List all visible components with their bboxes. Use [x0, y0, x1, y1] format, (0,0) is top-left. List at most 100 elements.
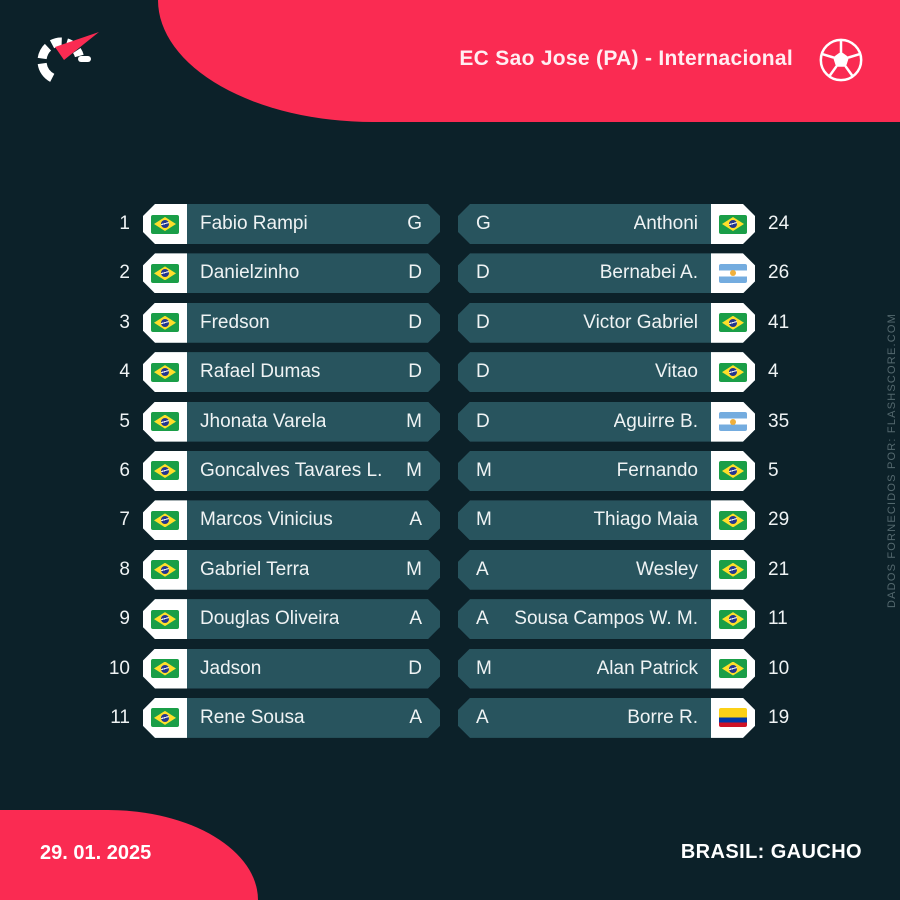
- flashscore-logo[interactable]: [35, 27, 101, 91]
- flag-tag: [143, 402, 187, 442]
- colombia-flag-icon: [719, 708, 747, 727]
- player-name: Anthoni: [633, 213, 698, 234]
- flag-tag: [143, 500, 187, 540]
- player-name: Wesley: [636, 558, 698, 580]
- shirt-number: 21: [768, 558, 790, 580]
- player-row[interactable]: D Bernabei A.: [458, 253, 755, 293]
- brazil-flag-icon: [151, 313, 179, 332]
- flag-tag: [711, 402, 755, 442]
- player-name: Vitao: [655, 361, 698, 383]
- home-lineup-line: 8 Gabriel Terra M: [94, 550, 440, 590]
- shirt-number: 8: [119, 558, 130, 580]
- player-row[interactable]: A Borre R.: [458, 698, 755, 738]
- player-name: Bernabei A.: [599, 262, 698, 284]
- player-row[interactable]: Jhonata Varela M: [143, 402, 440, 442]
- brazil-flag-icon: [151, 264, 179, 283]
- shirt-number: 10: [108, 657, 130, 679]
- player-row[interactable]: Fredson D: [143, 303, 440, 343]
- shirt-number: 5: [119, 410, 130, 432]
- player-name: Jhonata Varela: [200, 410, 327, 432]
- away-lineup-line: A Borre R. 19: [458, 698, 812, 738]
- brazil-flag-icon: [151, 610, 179, 629]
- shirt-number: 35: [768, 410, 790, 432]
- away-lineup-line: M Fernando 5: [458, 451, 812, 491]
- player-row[interactable]: Rafael Dumas D: [143, 352, 440, 392]
- position-letter: D: [408, 361, 422, 383]
- player-row[interactable]: Rene Sousa A: [143, 698, 440, 738]
- flag-tag: [711, 204, 755, 244]
- player-name: Rene Sousa: [200, 706, 305, 728]
- player-row[interactable]: Fabio Rampi G: [143, 204, 440, 244]
- brazil-flag-icon: [719, 215, 747, 234]
- home-lineup-line: 2 Danielzinho D: [94, 253, 440, 293]
- flag-tag: [711, 253, 755, 293]
- player-row[interactable]: D Victor Gabriel: [458, 303, 755, 343]
- player-row[interactable]: A Wesley: [458, 550, 755, 590]
- away-lineup-line: D Bernabei A. 26: [458, 253, 812, 293]
- home-lineup-line: 5 Jhonata Varela M: [94, 402, 440, 442]
- position-letter: G: [476, 213, 491, 234]
- position-letter: A: [476, 706, 489, 728]
- soccer-ball-icon: [818, 37, 864, 83]
- brazil-flag-icon: [719, 511, 747, 530]
- flag-tag: [143, 599, 187, 639]
- home-lineup-line: 4 Rafael Dumas D: [94, 352, 440, 392]
- shirt-number: 24: [768, 213, 790, 234]
- home-lineup-line: 3 Fredson D: [94, 303, 440, 343]
- home-lineup-line: 10 Jadson D: [94, 649, 440, 689]
- position-letter: M: [406, 410, 422, 432]
- header-band: [158, 0, 900, 122]
- player-row[interactable]: M Fernando: [458, 451, 755, 491]
- position-letter: D: [476, 311, 490, 333]
- position-letter: A: [409, 608, 422, 630]
- player-row[interactable]: A Sousa Campos W. M.: [458, 599, 755, 639]
- player-row[interactable]: Gabriel Terra M: [143, 550, 440, 590]
- player-row[interactable]: D Vitao: [458, 352, 755, 392]
- shirt-number: 1: [119, 213, 130, 234]
- shirt-number: 41: [768, 311, 790, 333]
- away-lineup-line: M Thiago Maia 29: [458, 500, 812, 540]
- player-row[interactable]: M Alan Patrick: [458, 649, 755, 689]
- position-letter: D: [476, 410, 490, 432]
- player-name: Marcos Vinicius: [200, 509, 333, 531]
- player-row[interactable]: Goncalves Tavares L. M: [143, 451, 440, 491]
- brazil-flag-icon: [151, 560, 179, 579]
- brazil-flag-icon: [719, 313, 747, 332]
- player-row[interactable]: Douglas Oliveira A: [143, 599, 440, 639]
- player-row[interactable]: G Anthoni: [458, 204, 755, 244]
- flag-tag: [711, 500, 755, 540]
- player-name: Borre R.: [627, 706, 698, 728]
- flag-tag: [143, 303, 187, 343]
- home-lineup-line: 11 Rene Sousa A: [94, 698, 440, 738]
- position-letter: D: [408, 657, 422, 679]
- player-name: Gabriel Terra: [200, 558, 310, 580]
- player-name: Goncalves Tavares L.: [200, 459, 383, 481]
- position-letter: A: [476, 608, 489, 630]
- position-letter: A: [409, 509, 422, 531]
- player-row[interactable]: D Aguirre B.: [458, 402, 755, 442]
- position-letter: M: [476, 509, 492, 531]
- player-row[interactable]: M Thiago Maia: [458, 500, 755, 540]
- flag-tag: [711, 550, 755, 590]
- brazil-flag-icon: [719, 363, 747, 382]
- brazil-flag-icon: [719, 461, 747, 480]
- shirt-number: 26: [768, 262, 790, 284]
- player-row[interactable]: Jadson D: [143, 649, 440, 689]
- position-letter: A: [409, 706, 422, 728]
- position-letter: M: [406, 459, 422, 481]
- data-provider-watermark: DADOS FORNECIDOS POR: FLASHSCORE.COM: [886, 312, 898, 608]
- away-lineup-line: M Alan Patrick 10: [458, 649, 812, 689]
- shirt-number: 19: [768, 706, 790, 728]
- flag-tag: [711, 698, 755, 738]
- away-lineup-line: A Wesley 21: [458, 550, 812, 590]
- match-title: EC Sao Jose (PA) - Internacional: [459, 47, 793, 70]
- home-lineup-column: 1 Fabio Rampi G 2 Danielzinho D 3: [94, 204, 440, 747]
- player-name: Jadson: [200, 657, 262, 679]
- player-row[interactable]: Marcos Vinicius A: [143, 500, 440, 540]
- player-row[interactable]: Danielzinho D: [143, 253, 440, 293]
- brazil-flag-icon: [719, 560, 747, 579]
- flag-tag: [143, 698, 187, 738]
- position-letter: G: [407, 213, 422, 234]
- brazil-flag-icon: [151, 412, 179, 431]
- league-label: BRASIL: GAUCHO: [680, 841, 862, 863]
